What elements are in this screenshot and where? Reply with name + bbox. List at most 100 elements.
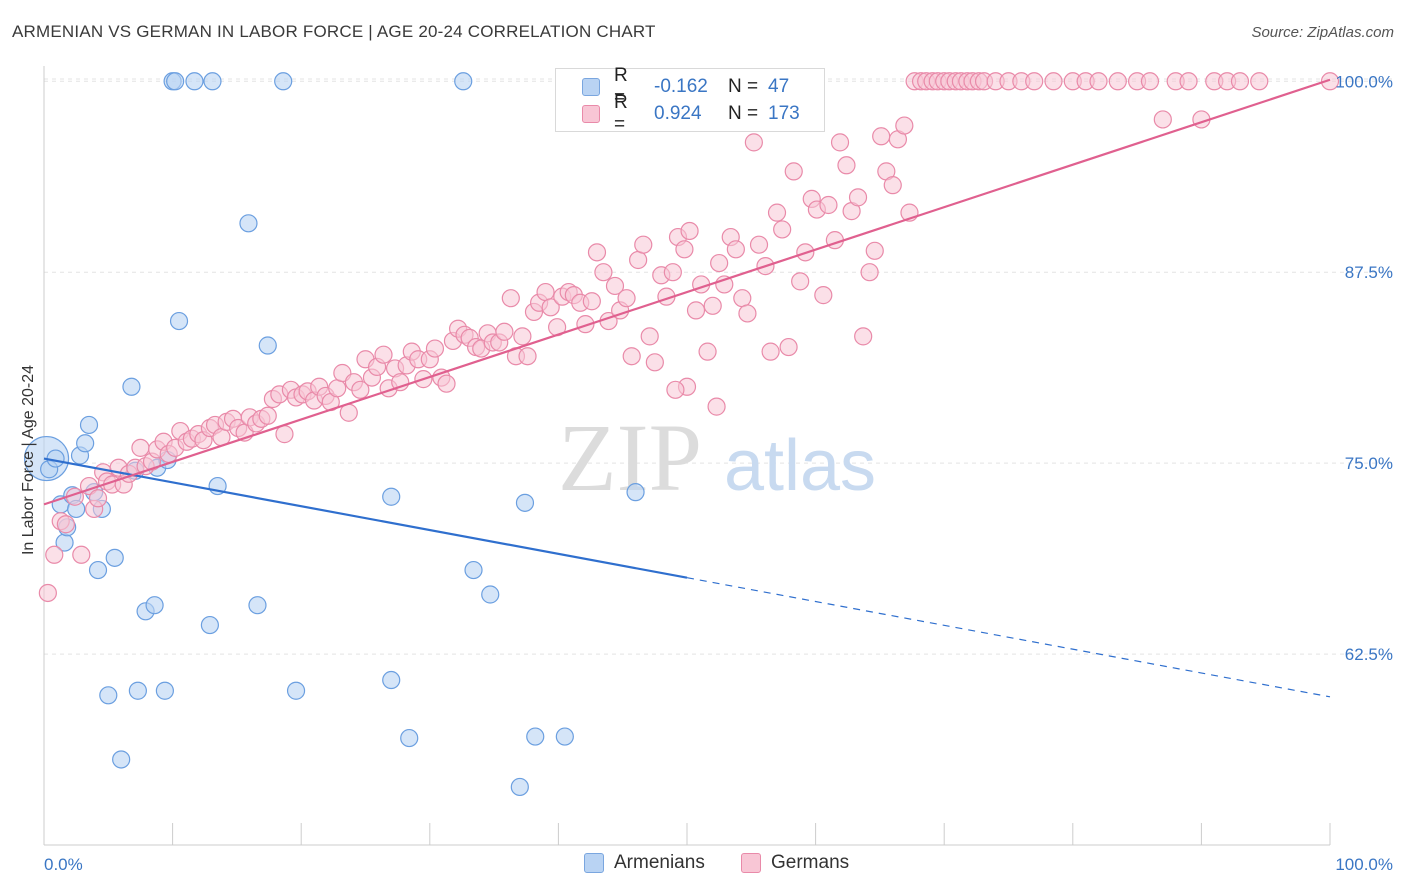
legend-n-value: 173 <box>768 103 800 124</box>
point-german <box>1025 72 1044 91</box>
legend-n-label: N = <box>728 103 759 124</box>
gridlines <box>44 78 1395 655</box>
point-german <box>495 322 514 341</box>
point-german <box>634 235 653 254</box>
tick-labels: 62.5% 75.0% 87.5% 100.0% 0.0% 100.0% <box>44 72 1393 874</box>
point-german <box>56 515 75 534</box>
point-german <box>587 243 607 262</box>
point-german <box>131 438 150 457</box>
point-armenian <box>185 72 204 91</box>
point-german <box>1153 110 1172 129</box>
series-armenians <box>23 72 645 797</box>
point-german <box>275 425 294 444</box>
legend-row-armenians: R = -0.162 N = 47 <box>582 65 790 108</box>
point-armenian <box>105 548 124 567</box>
point-german <box>1320 72 1340 91</box>
point-german <box>513 327 532 346</box>
y-tick-label: 75.0% <box>1345 454 1393 473</box>
point-german <box>1044 72 1063 91</box>
legend-r-label: R = <box>614 92 628 135</box>
point-armenian <box>79 415 99 435</box>
point-armenian <box>145 596 164 615</box>
bottom-legend-germans[interactable]: Germans <box>741 852 849 874</box>
point-german <box>814 286 833 305</box>
y-tick-label: 87.5% <box>1345 263 1393 282</box>
bottom-legend-swatch-armenians <box>584 853 604 873</box>
legend-n-label: N = <box>728 76 759 97</box>
point-armenian <box>99 686 118 705</box>
legend-swatch-armenians <box>582 78 600 96</box>
point-german <box>622 347 641 366</box>
point-armenian <box>203 72 222 91</box>
bottom-legend-armenians[interactable]: Armenians <box>584 852 705 874</box>
legend-r-value: 0.924 <box>654 103 702 124</box>
y-axis-label: In Labor Force | Age 20-24 <box>20 364 37 556</box>
point-armenian <box>274 72 293 91</box>
point-german <box>895 116 914 135</box>
point-armenian <box>128 681 147 700</box>
point-german <box>1179 72 1198 91</box>
point-armenian <box>76 434 95 453</box>
x-tick-label: 0.0% <box>44 855 83 874</box>
y-tick-label: 100.0% <box>1335 72 1393 91</box>
legend-r-label: R = <box>614 65 628 108</box>
point-german <box>629 250 648 270</box>
legend-n-value: 47 <box>768 76 790 97</box>
point-armenian <box>464 560 483 580</box>
point-german <box>640 327 659 346</box>
point-german <box>779 337 798 357</box>
bottom-legend: Armenians Germans <box>0 852 1406 878</box>
point-german <box>518 347 537 366</box>
point-armenian <box>112 750 131 769</box>
point-german <box>663 263 682 282</box>
point-german <box>738 304 757 323</box>
point-armenian <box>481 585 500 604</box>
point-german <box>733 289 752 308</box>
point-german <box>698 342 717 361</box>
point-armenian <box>286 681 306 700</box>
point-german <box>860 263 879 282</box>
legend-r-value: -0.162 <box>654 76 708 97</box>
chart-title: ARMENIAN VS GERMAN IN LABOR FORCE | AGE … <box>12 22 656 41</box>
point-german <box>686 301 706 320</box>
point-german <box>258 406 277 425</box>
legend-swatch-germans <box>582 105 600 123</box>
point-armenian <box>454 72 473 91</box>
point-german <box>45 545 64 564</box>
point-german <box>351 380 370 399</box>
point-armenian <box>169 311 189 331</box>
point-german <box>791 272 810 291</box>
point-german <box>576 315 595 334</box>
point-german <box>819 195 838 215</box>
bottom-legend-label-armenians: Armenians <box>614 852 705 873</box>
axes <box>43 66 1331 846</box>
point-german <box>605 276 625 296</box>
point-german <box>501 289 520 308</box>
point-german <box>1089 72 1108 91</box>
point-german <box>767 203 787 222</box>
watermark-atlas: atlas <box>724 426 876 506</box>
source-label: Source: ZipAtlas.com <box>1251 24 1394 41</box>
trend-line-germans <box>43 78 1331 506</box>
point-german <box>726 240 745 259</box>
point-german <box>675 240 694 259</box>
point-armenian <box>239 214 258 233</box>
point-armenian <box>258 336 277 355</box>
point-german <box>594 263 613 282</box>
point-armenian <box>382 670 401 690</box>
point-german <box>425 339 445 358</box>
trend-lines <box>43 78 1331 698</box>
point-german <box>703 296 722 315</box>
point-armenian <box>166 72 185 91</box>
point-armenian <box>155 681 174 700</box>
point-german <box>830 133 850 152</box>
point-german <box>773 220 792 239</box>
point-german <box>784 162 803 181</box>
point-german <box>536 282 555 302</box>
point-armenian <box>122 377 141 396</box>
point-german <box>666 380 685 399</box>
point-armenian <box>626 483 645 502</box>
point-german <box>707 397 726 416</box>
point-armenian <box>526 727 545 746</box>
